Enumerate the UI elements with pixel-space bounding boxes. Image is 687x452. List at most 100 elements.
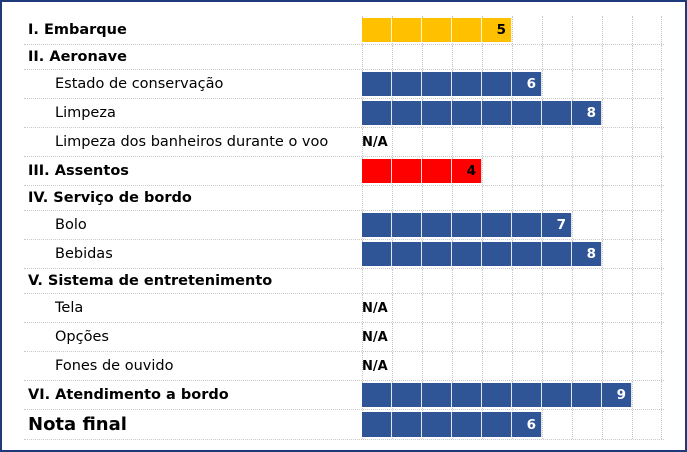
grid-cell <box>392 269 422 293</box>
score-segment <box>392 159 422 183</box>
section-label: V. Sistema de entretenimento <box>28 273 273 289</box>
section-label: III. Assentos <box>28 163 129 179</box>
grid-cell <box>362 352 392 380</box>
grid-cell <box>602 410 632 439</box>
score-segment <box>572 101 602 125</box>
grid-cell <box>572 16 602 44</box>
section-label: II. Aeronave <box>28 49 127 65</box>
score-segment <box>392 412 422 437</box>
grid-cell <box>512 294 542 322</box>
grid-cell <box>422 352 452 380</box>
score-value-label: 6 <box>526 416 536 433</box>
grid-cell <box>512 128 542 156</box>
grid-cell <box>632 70 662 98</box>
grid-cell <box>632 381 662 409</box>
score-segment <box>572 383 602 407</box>
score-grid: 5 <box>362 16 664 44</box>
grid-cell <box>572 410 602 439</box>
not-applicable-label: N/A <box>362 300 388 316</box>
table-row: Estado de conservação 6 <box>24 70 664 99</box>
score-segment <box>452 242 482 266</box>
score-segment <box>362 383 392 407</box>
grid-cell <box>542 323 572 351</box>
score-value-label: 6 <box>526 76 536 92</box>
score-bar: 8 <box>362 242 602 266</box>
grid-cell <box>392 186 422 210</box>
grid-cell <box>572 157 602 185</box>
score-segment <box>512 383 542 407</box>
score-segment <box>452 383 482 407</box>
score-segment <box>512 101 542 125</box>
final-score-label: Nota final <box>28 414 127 435</box>
score-segment <box>422 72 452 96</box>
item-label: Tela <box>55 300 84 316</box>
score-bar: 8 <box>362 101 602 125</box>
grid-cell <box>542 352 572 380</box>
table-row: Bebidas 8 <box>24 240 664 269</box>
score-grid: 6 <box>362 70 664 98</box>
grid-cell <box>422 186 452 210</box>
score-grid: 6 <box>362 410 664 439</box>
score-segment <box>392 213 422 237</box>
grid-cell <box>572 323 602 351</box>
table-row: Limpeza 8 <box>24 99 664 128</box>
score-segment <box>422 242 452 266</box>
score-segment <box>602 383 632 407</box>
grid-cell <box>512 323 542 351</box>
score-grid <box>362 186 664 210</box>
score-segment <box>362 242 392 266</box>
score-segment <box>452 159 482 183</box>
grid-cell <box>482 45 512 69</box>
table-row: II. Aeronave <box>24 45 664 70</box>
score-segment <box>392 383 422 407</box>
score-bar: 7 <box>362 213 572 237</box>
grid-cell <box>602 240 632 268</box>
table-row: I. Embarque 5 <box>24 16 664 45</box>
grid-cell <box>632 99 662 127</box>
score-segment <box>572 242 602 266</box>
score-segment <box>482 101 512 125</box>
section-label: IV. Serviço de bordo <box>28 190 192 206</box>
score-grid <box>362 352 664 380</box>
grid-cell <box>452 294 482 322</box>
score-segment <box>482 383 512 407</box>
grid-cell <box>392 45 422 69</box>
rating-table: I. Embarque 5 II. Aeronave Estado de conser… <box>24 16 664 440</box>
score-value-label: 5 <box>496 22 506 38</box>
score-grid: 4 <box>362 157 664 185</box>
grid-cell <box>512 186 542 210</box>
item-label: Opções <box>55 329 109 345</box>
grid-cell <box>452 186 482 210</box>
table-row: Bolo 7 <box>24 211 664 240</box>
grid-cell <box>452 45 482 69</box>
grid-cell <box>362 186 392 210</box>
grid-cell <box>542 294 572 322</box>
score-segment <box>482 242 512 266</box>
score-segment <box>482 72 512 96</box>
score-segment <box>362 159 392 183</box>
score-grid <box>362 128 664 156</box>
grid-cell <box>632 45 662 69</box>
score-segment <box>452 213 482 237</box>
grid-cell <box>392 294 422 322</box>
score-bar: 9 <box>362 383 632 407</box>
grid-cell <box>632 16 662 44</box>
grid-cell <box>602 45 632 69</box>
score-segment <box>392 18 422 42</box>
item-label: Fones de ouvido <box>55 358 174 374</box>
score-segment <box>422 18 452 42</box>
grid-cell <box>542 157 572 185</box>
grid-cell <box>632 240 662 268</box>
score-bar: 6 <box>362 72 542 96</box>
score-value-label: 8 <box>586 105 596 121</box>
grid-cell <box>572 294 602 322</box>
table-row: III. Assentos 4 <box>24 157 664 186</box>
not-applicable-label: N/A <box>362 134 388 150</box>
grid-cell <box>542 410 572 439</box>
table-row: Fones de ouvido N/A <box>24 352 664 381</box>
grid-cell <box>572 352 602 380</box>
score-segment <box>482 412 512 437</box>
score-segment <box>362 72 392 96</box>
grid-cell <box>452 128 482 156</box>
